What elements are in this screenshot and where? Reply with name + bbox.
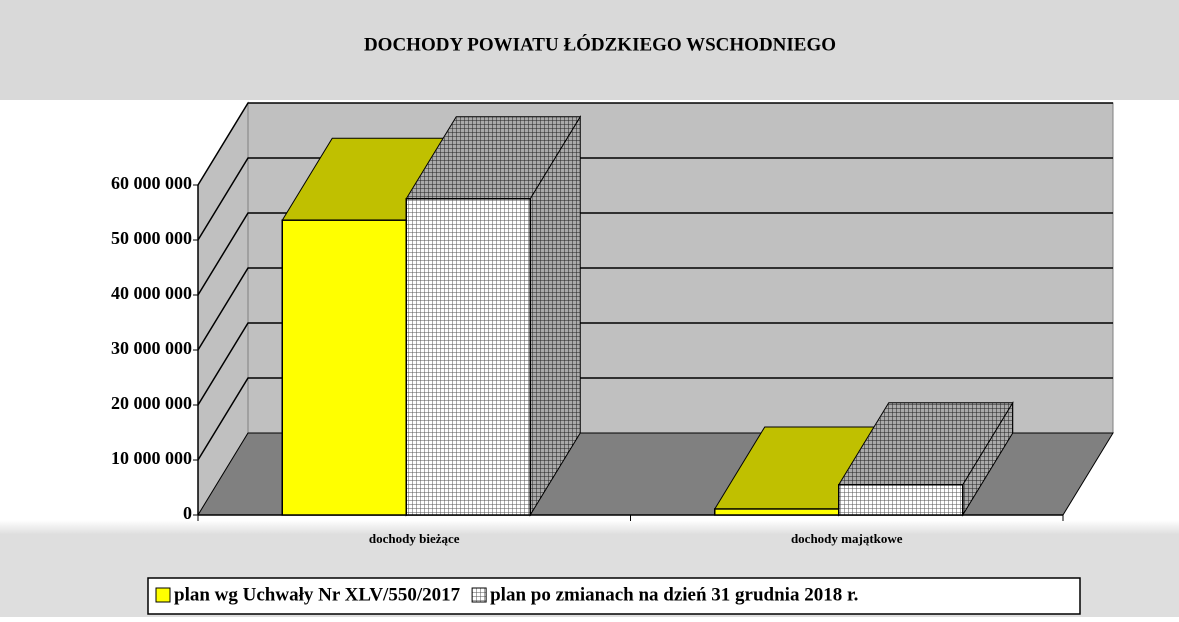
grid-line	[197, 157, 1113, 241]
legend-box	[147, 577, 1081, 615]
y-tick-label: 30 000 000	[111, 338, 192, 358]
legend-label: plan wg Uchwały Nr XLV/550/2017	[174, 584, 461, 605]
legend-swatch	[471, 587, 487, 603]
bar	[405, 114, 582, 517]
y-tick-label: 10 000 000	[111, 448, 192, 468]
x-tick-label: dochody bieżące	[369, 531, 460, 546]
bar-front	[405, 198, 531, 516]
bar-front	[714, 508, 840, 516]
bar	[837, 400, 1014, 517]
y-tick-label: 50 000 000	[111, 228, 192, 248]
bar-front	[281, 219, 407, 516]
bar-front	[838, 484, 964, 516]
chart-title: DOCHODY POWIATU ŁÓDZKIEGO WSCHODNIEGO	[364, 33, 836, 55]
legend-swatch	[155, 587, 171, 603]
title-band	[0, 0, 1179, 100]
y-tick-label: 60 000 000	[111, 173, 192, 193]
grid-line	[197, 377, 1113, 461]
y-tick-label: 0	[183, 503, 192, 523]
grid-line	[197, 322, 1113, 406]
grid-line	[197, 212, 1113, 296]
grid-line	[197, 267, 1113, 351]
x-tick-label: dochody majątkowe	[791, 531, 903, 546]
y-tick-label: 20 000 000	[111, 393, 192, 413]
legend-label: plan po zmianach na dzień 31 grudnia 201…	[490, 584, 858, 605]
grid-line	[197, 102, 1113, 186]
y-tick-label: 40 000 000	[111, 283, 192, 303]
